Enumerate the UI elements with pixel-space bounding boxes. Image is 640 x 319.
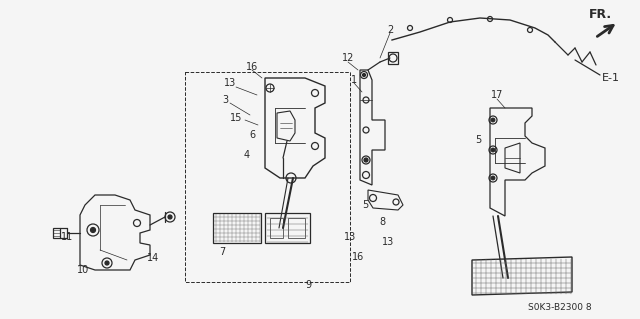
Text: 3: 3	[222, 95, 228, 105]
Text: S0K3-B2300 8: S0K3-B2300 8	[528, 303, 592, 313]
Bar	[185, 72, 350, 282]
Text: 11: 11	[61, 232, 73, 242]
Text: 5: 5	[475, 135, 481, 145]
Circle shape	[362, 73, 365, 77]
Text: 15: 15	[230, 113, 242, 123]
Text: 12: 12	[342, 53, 354, 63]
Circle shape	[492, 176, 495, 180]
Circle shape	[168, 215, 172, 219]
Text: FR.: FR.	[588, 9, 612, 21]
Text: 1: 1	[351, 75, 357, 85]
Circle shape	[492, 118, 495, 122]
Text: 4: 4	[244, 150, 250, 160]
Text: 10: 10	[77, 265, 89, 275]
Text: 9: 9	[305, 280, 311, 290]
Text: 13: 13	[224, 78, 236, 88]
Text: 2: 2	[387, 25, 393, 35]
Text: 17: 17	[491, 90, 503, 100]
Text: 7: 7	[219, 247, 225, 257]
Text: 6: 6	[249, 130, 255, 140]
Text: 13: 13	[344, 232, 356, 242]
Text: 13: 13	[382, 237, 394, 247]
Circle shape	[492, 148, 495, 152]
Text: E-1: E-1	[602, 73, 620, 83]
Text: 16: 16	[246, 62, 258, 72]
Circle shape	[90, 227, 95, 233]
Text: 8: 8	[379, 217, 385, 227]
Text: 14: 14	[147, 253, 159, 263]
Circle shape	[105, 261, 109, 265]
Text: 16: 16	[352, 252, 364, 262]
Text: 5: 5	[362, 200, 368, 210]
Circle shape	[364, 158, 368, 162]
